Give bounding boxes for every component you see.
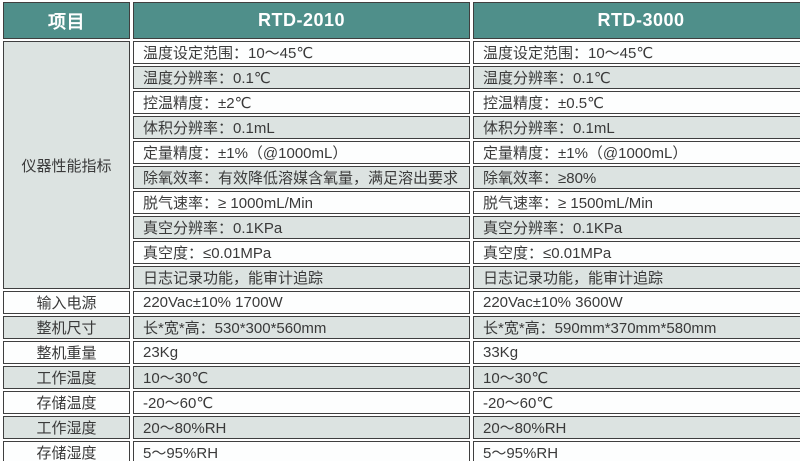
cell-dimensions-a: 长*宽*高：530*300*560mm: [133, 316, 470, 339]
table-row: 输入电源 220Vac±10% 1700W 220Vac±10% 3600W: [3, 291, 800, 314]
row-label-working-temp: 工作温度: [3, 366, 130, 389]
cell-input-power-b: 220Vac±10% 3600W: [473, 291, 800, 314]
cell-temp-range-b: 温度设定范围：10～45℃: [473, 41, 800, 64]
cell-temp-resolution-a: 温度分辨率：0.1℃: [133, 66, 470, 89]
cell-temp-accuracy-a: 控温精度：±2℃: [133, 91, 470, 114]
cell-audit-log-a: 日志记录功能，能审计追踪: [133, 266, 470, 289]
row-label-input-power: 输入电源: [3, 291, 130, 314]
cell-weight-a: 23Kg: [133, 341, 470, 364]
row-label-storage-temp: 存储温度: [3, 391, 130, 414]
table-row: 真空分辨率：0.1KPa 真空分辨率：0.1KPa: [3, 216, 800, 239]
cell-working-temp-a: 10～30℃: [133, 366, 470, 389]
header-model-rtd-2010: RTD-2010: [133, 2, 470, 39]
header-model-rtd-3000: RTD-3000: [473, 2, 800, 39]
cell-weight-b: 33Kg: [473, 341, 800, 364]
row-label-working-humidity: 工作湿度: [3, 416, 130, 439]
cell-degas-rate-b: 脱气速率：≥ 1500mL/Min: [473, 191, 800, 214]
cell-deoxygen-efficiency-a: 除氧效率：有效降低溶媒含氧量，满足溶出要求: [133, 166, 470, 189]
cell-vacuum-resolution-b: 真空分辨率：0.1KPa: [473, 216, 800, 239]
cell-dosing-accuracy-b: 定量精度：±1%（@1000mL）: [473, 141, 800, 164]
table-header-row: 项目 RTD-2010 RTD-3000: [3, 2, 800, 39]
cell-temp-resolution-b: 温度分辨率：0.1℃: [473, 66, 800, 89]
cell-vacuum-degree-a: 真空度：≤0.01MPa: [133, 241, 470, 264]
cell-storage-temp-b: -20～60℃: [473, 391, 800, 414]
cell-volume-resolution-b: 体积分辨率：0.1mL: [473, 116, 800, 139]
table-row: 除氧效率：有效降低溶媒含氧量，满足溶出要求 除氧效率：≥80%: [3, 166, 800, 189]
cell-dosing-accuracy-a: 定量精度：±1%（@1000mL）: [133, 141, 470, 164]
header-item-column: 项目: [3, 2, 130, 39]
cell-storage-humidity-a: 5～95%RH: [133, 441, 470, 461]
row-group-label-performance: 仪器性能指标: [3, 41, 130, 289]
table-row: 整机重量 23Kg 33Kg: [3, 341, 800, 364]
table-row: 日志记录功能，能审计追踪 日志记录功能，能审计追踪: [3, 266, 800, 289]
cell-degas-rate-a: 脱气速率：≥ 1000mL/Min: [133, 191, 470, 214]
cell-working-humidity-a: 20～80%RH: [133, 416, 470, 439]
table-row: 体积分辨率：0.1mL 体积分辨率：0.1mL: [3, 116, 800, 139]
cell-dimensions-b: 长*宽*高：590mm*370mm*580mm: [473, 316, 800, 339]
cell-temp-accuracy-b: 控温精度：±0.5℃: [473, 91, 800, 114]
table-row: 仪器性能指标 温度设定范围：10～45℃ 温度设定范围：10～45℃: [3, 41, 800, 289]
table-row: 真空度：≤0.01MPa 真空度：≤0.01MPa: [3, 241, 800, 264]
table-row: 控温精度：±2℃ 控温精度：±0.5℃: [3, 91, 800, 114]
row-label-weight: 整机重量: [3, 341, 130, 364]
cell-working-temp-b: 10～30℃: [473, 366, 800, 389]
table-row: 存储温度 -20～60℃ -20～60℃: [3, 391, 800, 414]
cell-volume-resolution-a: 体积分辨率：0.1mL: [133, 116, 470, 139]
row-label-dimensions: 整机尺寸: [3, 316, 130, 339]
cell-temp-range-a: 温度设定范围：10～45℃: [133, 41, 470, 64]
cell-working-humidity-b: 20～80%RH: [473, 416, 800, 439]
table-row: 存储湿度 5～95%RH 5～95%RH: [3, 441, 800, 461]
cell-storage-humidity-b: 5～95%RH: [473, 441, 800, 461]
cell-vacuum-degree-b: 真空度：≤0.01MPa: [473, 241, 800, 264]
cell-deoxygen-efficiency-b: 除氧效率：≥80%: [473, 166, 800, 189]
table-row: 温度分辨率：0.1℃ 温度分辨率：0.1℃: [3, 66, 800, 89]
table-row: 整机尺寸 长*宽*高：530*300*560mm 长*宽*高：590mm*370…: [3, 316, 800, 339]
cell-storage-temp-a: -20～60℃: [133, 391, 470, 414]
cell-audit-log-b: 日志记录功能，能审计追踪: [473, 266, 800, 289]
row-label-storage-humidity: 存储湿度: [3, 441, 130, 461]
table-row: 脱气速率：≥ 1000mL/Min 脱气速率：≥ 1500mL/Min: [3, 191, 800, 214]
table-row: 工作湿度 20～80%RH 20～80%RH: [3, 416, 800, 439]
cell-vacuum-resolution-a: 真空分辨率：0.1KPa: [133, 216, 470, 239]
table-row: 工作温度 10～30℃ 10～30℃: [3, 366, 800, 389]
cell-input-power-a: 220Vac±10% 1700W: [133, 291, 470, 314]
table-row: 定量精度：±1%（@1000mL） 定量精度：±1%（@1000mL）: [3, 141, 800, 164]
